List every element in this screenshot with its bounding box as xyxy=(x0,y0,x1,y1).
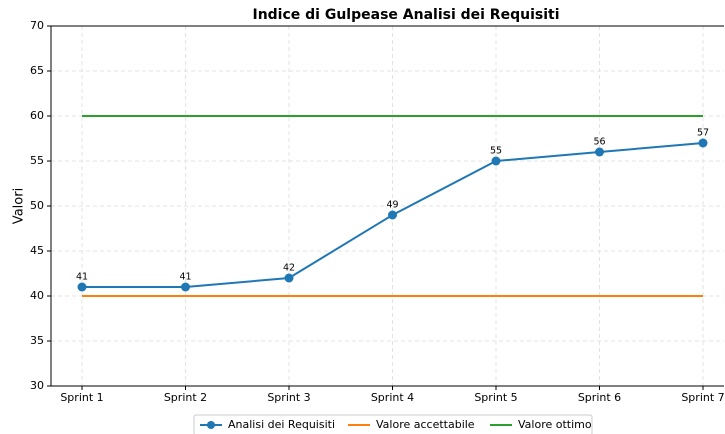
y-tick-label: 55 xyxy=(30,154,44,167)
y-tick-label: 70 xyxy=(30,19,44,32)
x-tick-label: Sprint 3 xyxy=(267,391,310,404)
legend: Analisi dei Requisiti Valore accettabile V… xyxy=(193,414,593,434)
data-label: 56 xyxy=(593,137,605,148)
data-label: 41 xyxy=(76,272,88,283)
marker xyxy=(491,156,501,166)
chart-title: Indice di Gulpease Analisi dei Requisiti xyxy=(252,7,559,23)
data-label: 57 xyxy=(697,128,709,139)
data-label: 49 xyxy=(386,200,398,211)
y-tick-label: 60 xyxy=(30,109,44,122)
legend-box xyxy=(193,414,593,434)
data-label: 42 xyxy=(283,263,295,274)
marker xyxy=(698,138,708,148)
legend-label: Valore accettabile xyxy=(376,418,475,431)
marker xyxy=(388,210,397,220)
y-tick-label: 40 xyxy=(30,289,44,302)
x-tick-label: Sprint 7 xyxy=(681,391,724,404)
legend-label: Analisi dei Requisiti xyxy=(228,418,335,431)
x-tick-label: Sprint 5 xyxy=(474,391,517,404)
data-label: 55 xyxy=(490,146,502,157)
y-tick-label: 45 xyxy=(30,244,44,257)
x-tick-label: Sprint 2 xyxy=(164,391,207,404)
y-tick-label: 35 xyxy=(30,334,44,347)
y-tick-label: 65 xyxy=(30,64,44,77)
axes-frame xyxy=(50,25,724,387)
y-axis-label: Valori xyxy=(12,188,27,224)
y-tick-label: 50 xyxy=(30,199,44,212)
x-tick-label: Sprint 1 xyxy=(60,391,103,404)
x-tick-label: Sprint 4 xyxy=(371,391,414,404)
marker xyxy=(77,282,87,292)
legend-marker xyxy=(207,421,215,429)
marker xyxy=(284,273,294,283)
marker xyxy=(181,282,190,292)
data-label: 41 xyxy=(179,272,191,283)
legend-label: Valore ottimo xyxy=(518,418,592,431)
x-tick-label: Sprint 6 xyxy=(578,391,621,404)
marker xyxy=(595,147,604,157)
y-tick-label: 30 xyxy=(30,379,44,392)
